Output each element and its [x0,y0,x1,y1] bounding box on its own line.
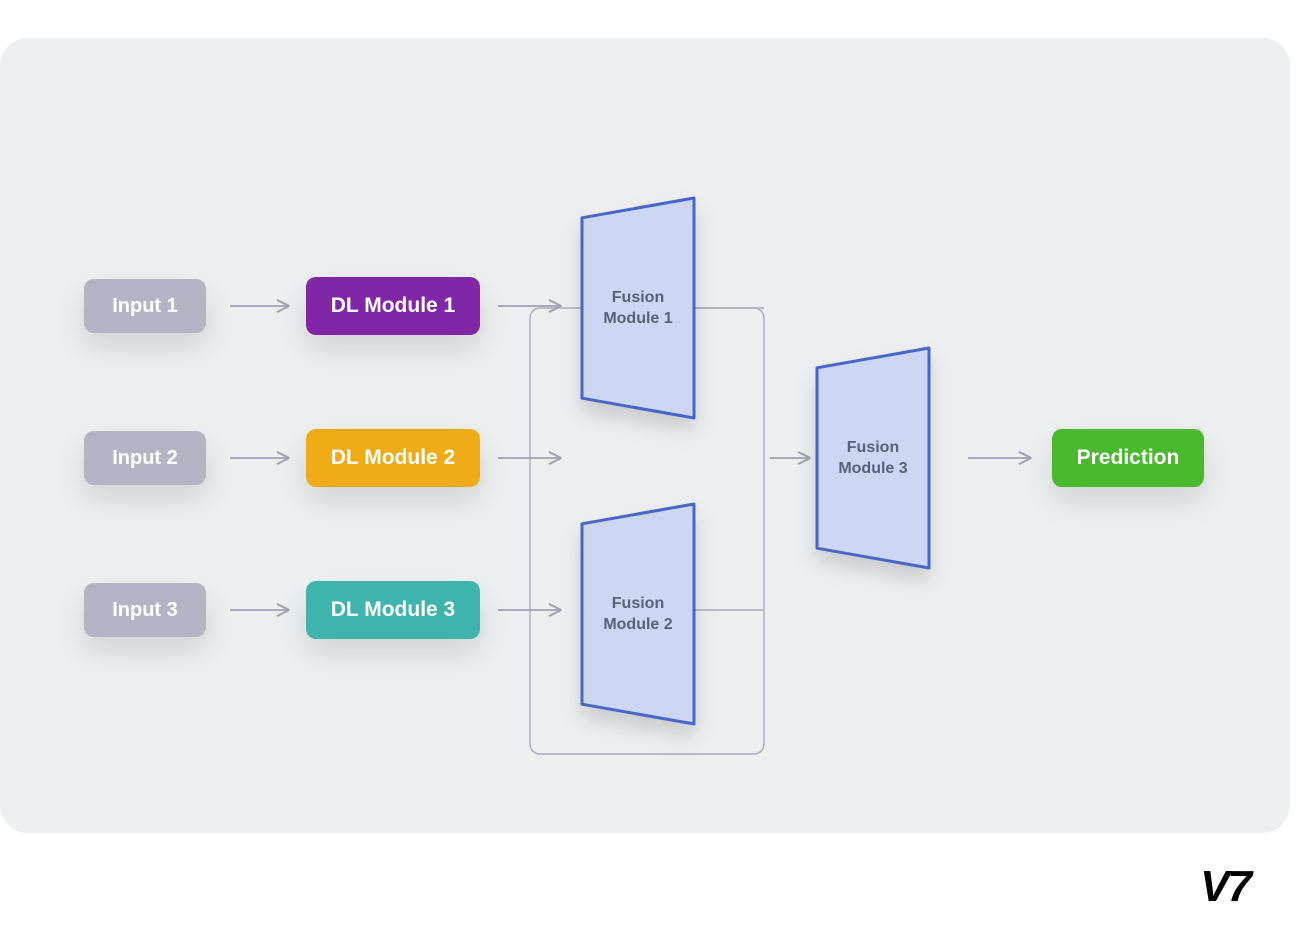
fusion-module-label-2: FusionModule 2 [578,594,698,636]
dl-module-node-2: DL Module 2 [306,429,480,487]
input-node-2: Input 2 [84,431,206,485]
fusion-module-label-3: FusionModule 3 [813,438,933,480]
dl-module-node-3: DL Module 3 [306,581,480,639]
dl-module-node-1: DL Module 1 [306,277,480,335]
diagram-canvas: Input 1 Input 2 Input 3 DL Module 1 DL Modul… [0,38,1290,833]
input-node-1: Input 1 [84,279,206,333]
fusion-module-label-1: FusionModule 1 [578,288,698,330]
input-node-3: Input 3 [84,583,206,637]
prediction-node: Prediction [1052,429,1204,487]
v7-logo: V7 [1200,862,1250,912]
